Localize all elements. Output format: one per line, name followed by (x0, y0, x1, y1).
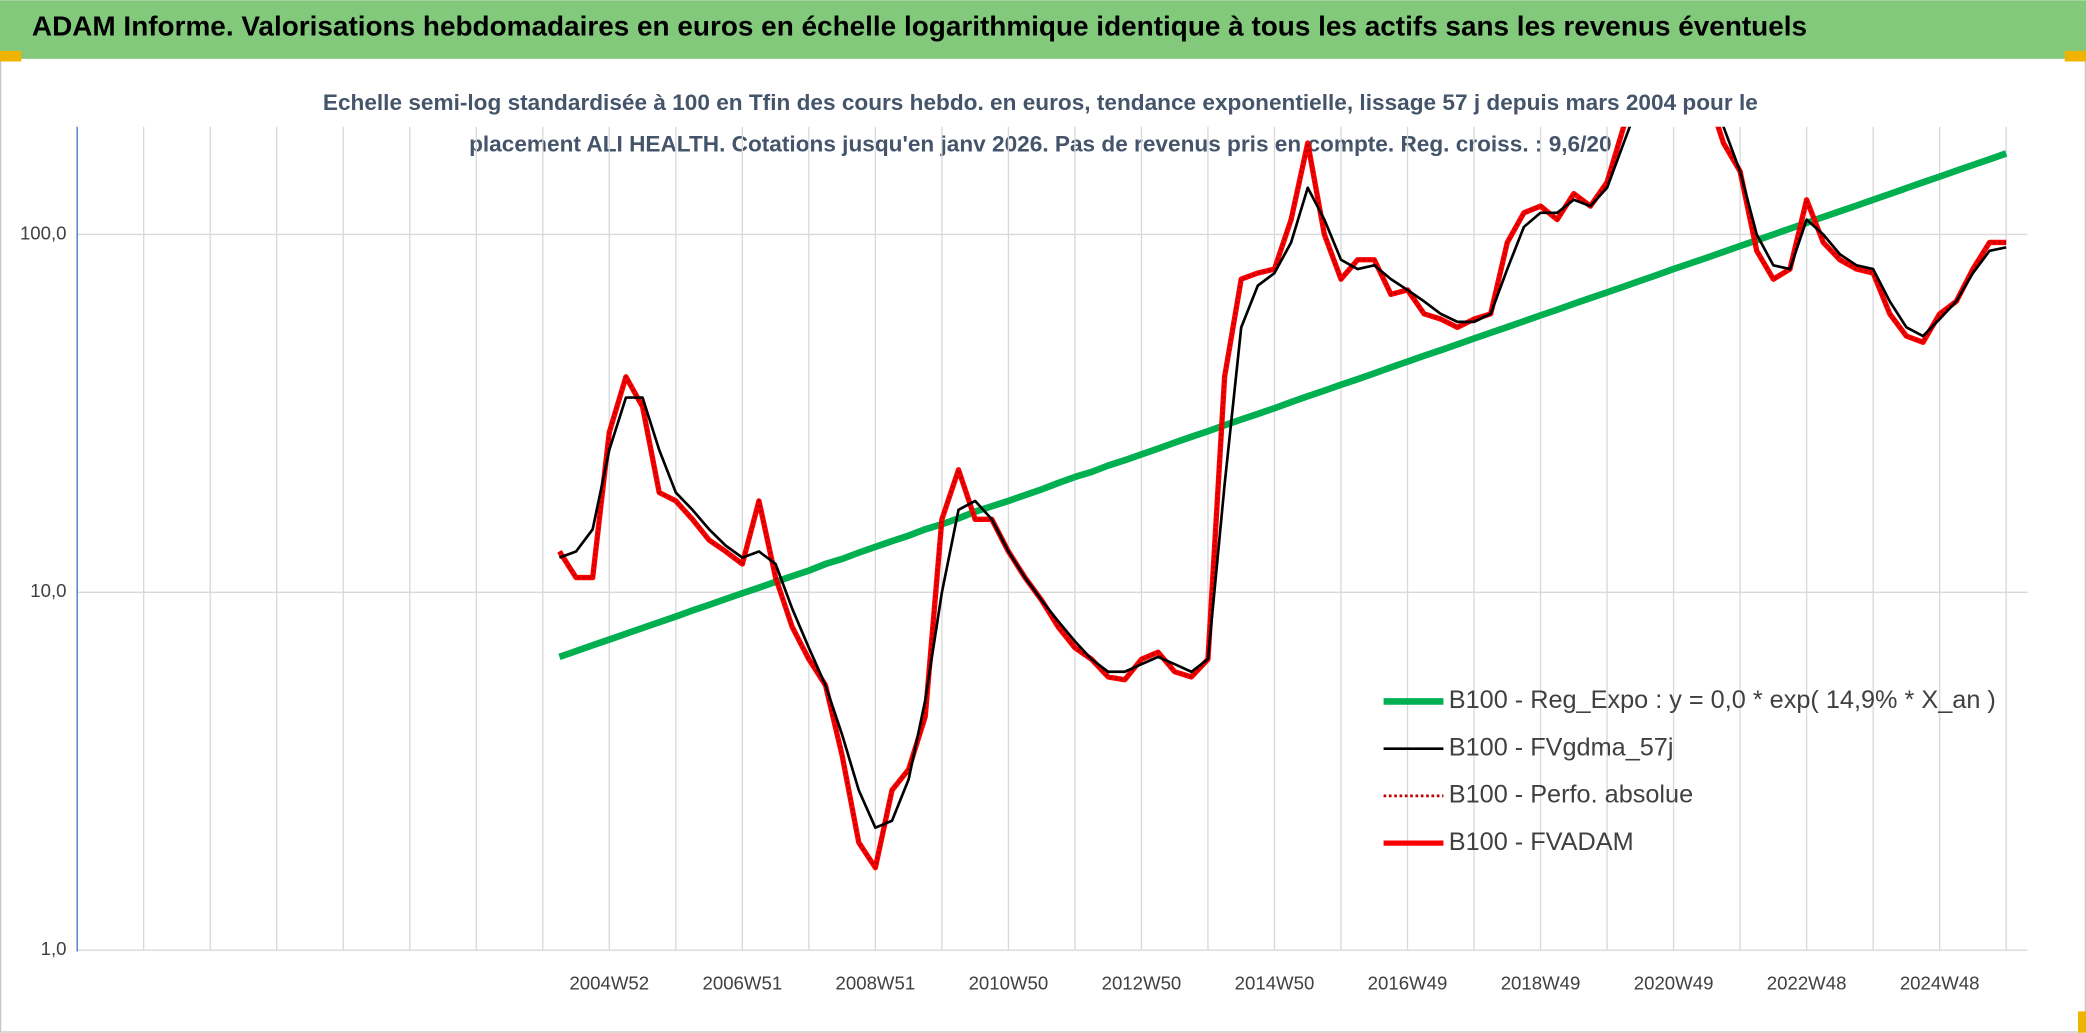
chart-title: ADAM Informe. Valorisations hebdomadaire… (32, 11, 1807, 42)
corner-accent (2078, 1011, 2086, 1033)
x-tick-label: 2024W48 (1900, 973, 1980, 994)
series-line (558, 126, 2007, 870)
plot-lines (557, 126, 2008, 871)
x-tick-label: 2004W52 (569, 973, 649, 994)
corner-accent (2064, 50, 2086, 62)
x-tick-label: 2012W50 (1102, 973, 1182, 994)
series-line (558, 126, 2007, 830)
x-tick-label: 2010W50 (969, 973, 1049, 994)
y-tick-label: 10,0 (30, 580, 66, 601)
x-tick-label: 2016W49 (1368, 973, 1448, 994)
chart-subtitle: Echelle semi-log standardisée à 100 en T… (323, 90, 1758, 115)
legend: B100 - Reg_Expo : y = 0,0 * exp( 14,9% *… (1383, 686, 1996, 856)
header-bar (0, 0, 2086, 59)
legend-label: B100 - FVADAM (1449, 828, 1634, 856)
legend-label: B100 - Perfo. absolue (1449, 781, 1693, 809)
x-tick-label: 2006W51 (703, 973, 783, 994)
chart-subtitle: placement ALI HEALTH. Cotations jusqu'en… (469, 131, 1611, 156)
x-tick-label: 2014W50 (1235, 973, 1315, 994)
corner-accent (0, 50, 22, 62)
y-tick-label: 1,0 (41, 938, 67, 959)
legend-label: B100 - Reg_Expo : y = 0,0 * exp( 14,9% *… (1449, 686, 1996, 714)
x-tick-label: 2020W49 (1634, 973, 1714, 994)
x-tick-label: 2018W49 (1501, 973, 1581, 994)
series-line (558, 150, 2008, 660)
x-tick-label: 2022W48 (1767, 973, 1847, 994)
x-tick-label: 2008W51 (836, 973, 916, 994)
y-tick-label: 100,0 (20, 222, 67, 243)
legend-label: B100 - FVgdma_57j (1449, 733, 1674, 761)
